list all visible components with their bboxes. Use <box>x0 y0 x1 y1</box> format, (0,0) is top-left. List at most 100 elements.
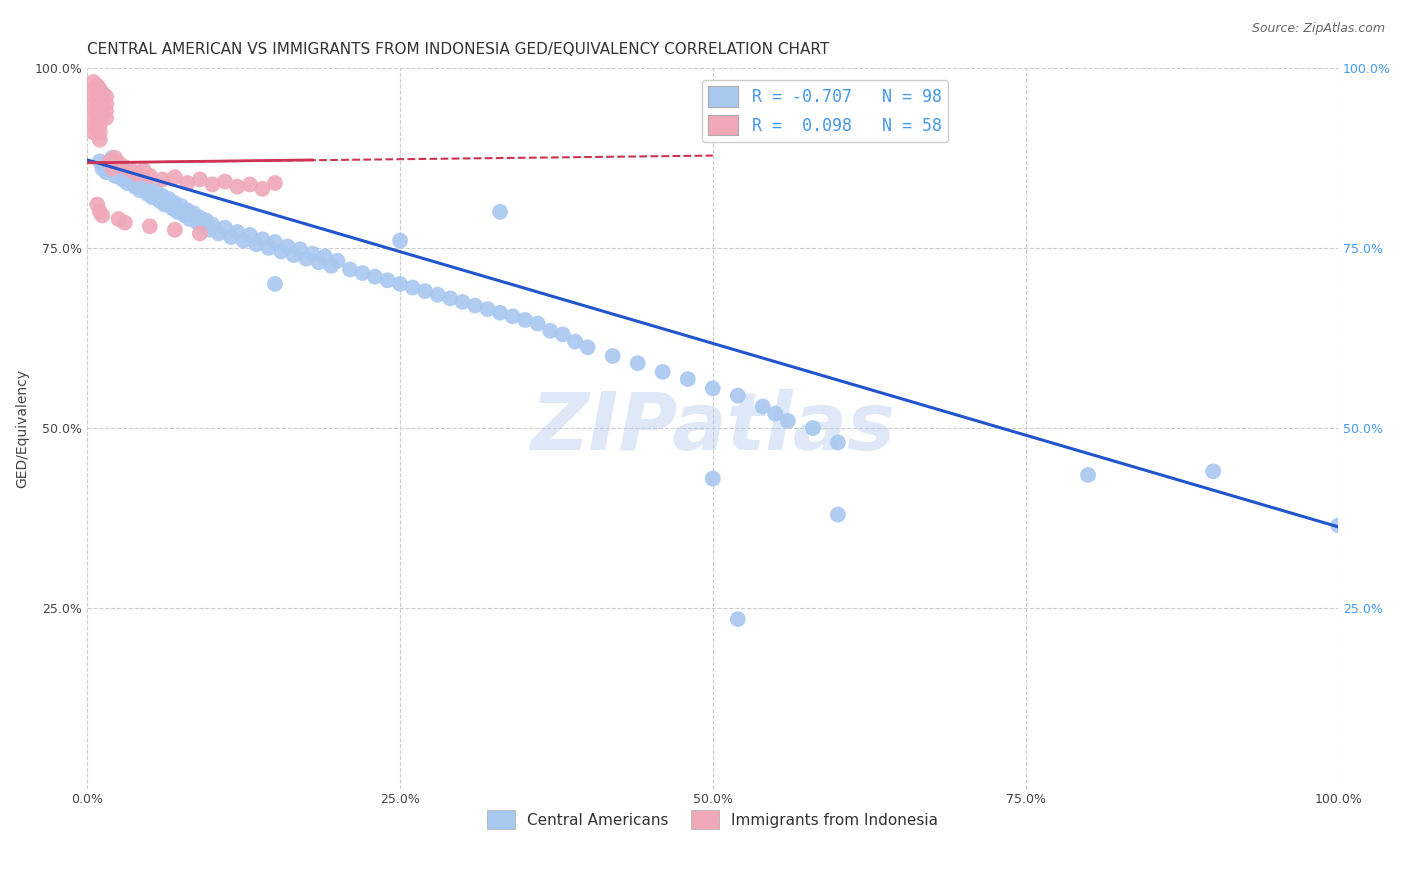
Point <box>86 78 108 93</box>
Point <box>198 223 221 237</box>
Point <box>89 96 111 111</box>
Point <box>83 96 105 111</box>
Point <box>389 234 412 248</box>
Point <box>170 199 193 213</box>
Point <box>86 93 108 107</box>
Y-axis label: GED/Equivalency: GED/Equivalency <box>15 368 30 488</box>
Point <box>195 213 218 227</box>
Point <box>702 471 724 485</box>
Point <box>183 206 205 220</box>
Point <box>114 160 136 174</box>
Point <box>526 317 548 331</box>
Point <box>91 86 114 100</box>
Point <box>186 216 208 230</box>
Point <box>83 126 105 140</box>
Point <box>295 252 318 266</box>
Point <box>83 75 105 89</box>
Point <box>89 204 111 219</box>
Point <box>89 154 111 169</box>
Point <box>124 179 146 194</box>
Point <box>201 218 224 232</box>
Point <box>308 255 330 269</box>
Point <box>94 96 117 111</box>
Point <box>86 114 108 128</box>
Point <box>101 151 124 165</box>
Point <box>162 201 184 215</box>
Point <box>270 244 292 259</box>
Point <box>538 324 561 338</box>
Point <box>91 100 114 114</box>
Point <box>763 407 786 421</box>
Point <box>627 356 650 370</box>
Point <box>89 111 111 125</box>
Point <box>551 327 574 342</box>
Point <box>89 82 111 96</box>
Point <box>727 389 749 403</box>
Point <box>149 194 172 208</box>
Point <box>451 294 474 309</box>
Point <box>89 89 111 103</box>
Point <box>89 133 111 147</box>
Point <box>89 103 111 118</box>
Point <box>83 82 105 96</box>
Point <box>776 414 799 428</box>
Point <box>173 209 195 223</box>
Point <box>153 197 176 211</box>
Point <box>150 189 173 203</box>
Point <box>86 86 108 100</box>
Text: CENTRAL AMERICAN VS IMMIGRANTS FROM INDONESIA GED/EQUIVALENCY CORRELATION CHART: CENTRAL AMERICAN VS IMMIGRANTS FROM INDO… <box>87 42 830 57</box>
Point <box>139 169 162 183</box>
Point <box>801 421 824 435</box>
Point <box>83 103 105 118</box>
Point <box>104 151 127 165</box>
Point <box>188 227 211 241</box>
Point <box>264 176 287 190</box>
Point <box>91 209 114 223</box>
Point <box>107 212 129 227</box>
Legend: Central Americans, Immigrants from Indonesia: Central Americans, Immigrants from Indon… <box>481 804 945 835</box>
Point <box>413 284 436 298</box>
Point <box>752 400 775 414</box>
Point <box>139 182 162 196</box>
Point <box>401 280 423 294</box>
Point <box>377 273 399 287</box>
Point <box>232 234 254 248</box>
Point <box>132 178 155 192</box>
Point <box>86 107 108 121</box>
Point <box>1202 464 1225 478</box>
Point <box>651 365 673 379</box>
Point <box>111 172 134 186</box>
Point <box>89 126 111 140</box>
Point <box>226 179 249 194</box>
Text: ZIPatlas: ZIPatlas <box>530 389 896 467</box>
Point <box>83 89 105 103</box>
Point <box>1077 467 1099 482</box>
Point <box>208 227 231 241</box>
Point <box>239 227 262 242</box>
Point <box>245 237 267 252</box>
Point <box>321 259 343 273</box>
Point <box>702 381 724 395</box>
Point <box>288 242 311 256</box>
Point <box>83 118 105 132</box>
Point <box>117 176 139 190</box>
Point <box>94 89 117 103</box>
Point <box>107 156 129 170</box>
Point <box>564 334 586 349</box>
Point <box>252 182 274 196</box>
Point <box>107 163 129 178</box>
Point <box>86 197 108 211</box>
Point <box>136 186 159 201</box>
Point <box>264 277 287 291</box>
Point <box>83 111 105 125</box>
Point <box>191 219 214 234</box>
Point <box>389 277 412 291</box>
Point <box>477 302 499 317</box>
Point <box>179 212 201 227</box>
Point <box>157 192 180 206</box>
Point <box>114 216 136 230</box>
Point <box>163 196 186 211</box>
Point <box>166 204 188 219</box>
Point <box>314 250 336 264</box>
Point <box>98 158 121 172</box>
